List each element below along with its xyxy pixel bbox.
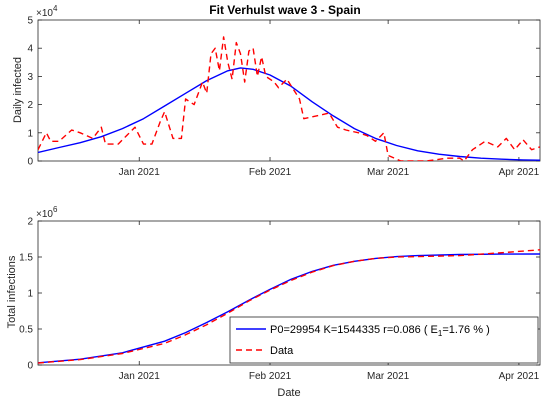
bottom-y-axis-label: Total infections bbox=[6, 255, 18, 328]
bottom-x-tick-label: Feb 2021 bbox=[249, 371, 292, 382]
bottom-x-axis-label: Date bbox=[277, 387, 300, 399]
top-fit-line bbox=[38, 67, 540, 161]
top-x-tick-label: Apr 2021 bbox=[499, 167, 540, 178]
legend-fit-label: P0=29954 K=1544335 r=0.086 ( E1=1.76 % ) bbox=[270, 324, 490, 338]
top-y-tick-label: 0 bbox=[27, 157, 33, 168]
top-x-tick-label: Jan 2021 bbox=[119, 167, 161, 178]
bottom-series-group bbox=[38, 249, 540, 364]
bottom-fit-line bbox=[38, 253, 540, 364]
bottom-x-tick-label: Apr 2021 bbox=[499, 371, 540, 382]
legend-data-label: Data bbox=[270, 345, 294, 357]
total-infections-panel: 0 0.5 1 1.5 2 Jan 2021 Feb 2021 Mar 2021 Apr 202… bbox=[6, 205, 541, 399]
top-y-tick-label: 5 bbox=[27, 16, 33, 27]
bottom-y-tick-label: 1 bbox=[27, 289, 33, 300]
bottom-y-tick-label: 0.5 bbox=[19, 325, 33, 336]
top-y-tick-label: 3 bbox=[27, 72, 33, 83]
top-ticks: 0 1 2 3 4 5 Jan 2021 Feb 2021 Mar 2021 Apr 2021 bbox=[27, 16, 540, 178]
bottom-y-exponent: ×106 bbox=[36, 205, 58, 220]
top-y-tick-label: 4 bbox=[27, 44, 33, 55]
top-x-tick-label: Mar 2021 bbox=[367, 167, 410, 178]
bottom-x-tick-label: Mar 2021 bbox=[367, 371, 410, 382]
top-series-group bbox=[38, 36, 540, 161]
bottom-x-tick-label: Jan 2021 bbox=[119, 371, 161, 382]
bottom-y-tick-label: 1.5 bbox=[19, 253, 33, 264]
legend: P0=29954 K=1544335 r=0.086 ( E1=1.76 % )… bbox=[229, 316, 539, 364]
top-x-tick-label: Feb 2021 bbox=[249, 167, 292, 178]
top-axes-box bbox=[37, 19, 541, 162]
top-y-exponent: ×104 bbox=[36, 4, 58, 19]
top-y-axis-label: Daily infected bbox=[12, 57, 24, 123]
chart-title: Fit Verhulst wave 3 - Spain bbox=[209, 3, 360, 17]
legend-box bbox=[229, 316, 539, 364]
bottom-y-tick-label: 0 bbox=[27, 361, 33, 372]
daily-infected-panel: Fit Verhulst wave 3 - Spain 0 1 2 3 4 5 Jan 20… bbox=[12, 3, 541, 178]
top-y-tick-label: 2 bbox=[27, 100, 33, 111]
bottom-ticks: 0 0.5 1 1.5 2 Jan 2021 Feb 2021 Mar 2021 Apr 202… bbox=[19, 217, 540, 382]
top-data-line bbox=[38, 36, 540, 161]
top-y-tick-label: 1 bbox=[27, 128, 33, 139]
bottom-y-tick-label: 2 bbox=[27, 217, 33, 228]
